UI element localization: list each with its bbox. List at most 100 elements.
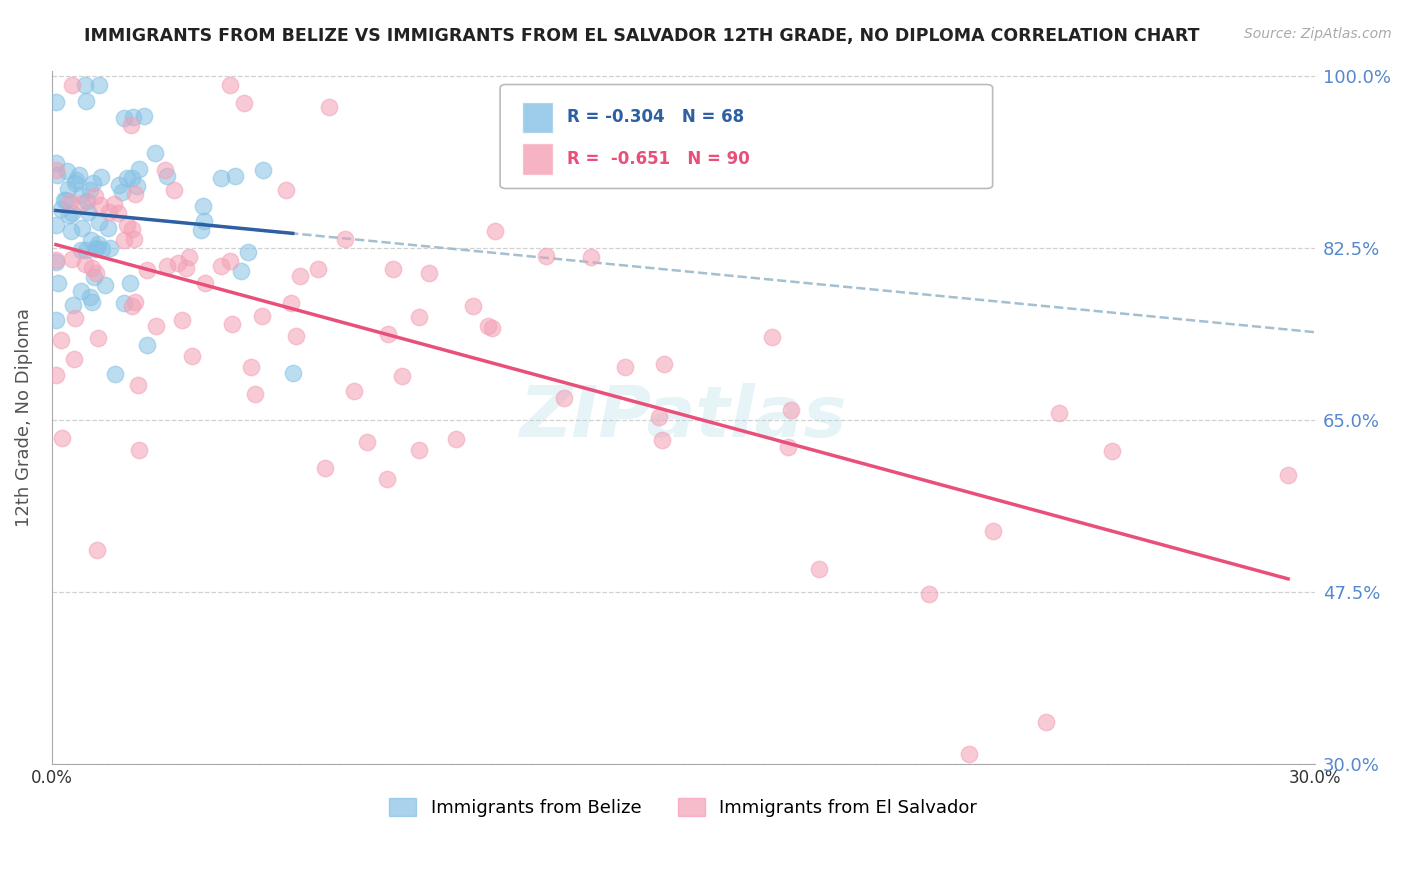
Immigrants from El Salvador	[124, 294, 146, 309]
Immigrants from Belize	[62, 298, 84, 312]
Immigrants from El Salvador	[127, 378, 149, 392]
Immigrants from El Salvador	[981, 524, 1004, 538]
Immigrants from El Salvador	[136, 262, 159, 277]
Immigrants from El Salvador	[128, 443, 150, 458]
Immigrants from El Salvador	[651, 433, 673, 447]
Immigrants from El Salvador	[45, 368, 67, 383]
Immigrants from El Salvador	[124, 232, 146, 246]
Immigrants from El Salvador	[145, 319, 167, 334]
Immigrants from Belize	[45, 255, 67, 269]
Immigrants from Belize	[156, 169, 179, 183]
Immigrants from El Salvador	[63, 351, 86, 366]
Immigrants from Belize	[90, 170, 112, 185]
Immigrants from Belize	[82, 176, 104, 190]
Immigrants from El Salvador	[918, 587, 941, 601]
FancyBboxPatch shape	[522, 102, 553, 133]
Immigrants from El Salvador	[84, 189, 107, 203]
Immigrants from Belize	[60, 223, 83, 237]
Immigrants from El Salvador	[356, 434, 378, 449]
Immigrants from Belize	[45, 95, 67, 109]
Immigrants from Belize	[84, 242, 107, 256]
Immigrants from Belize	[70, 220, 93, 235]
Immigrants from El Salvador	[1277, 467, 1299, 482]
Immigrants from Belize	[190, 223, 212, 237]
Immigrants from El Salvador	[209, 259, 232, 273]
Immigrants from El Salvador	[307, 261, 329, 276]
Immigrants from Belize	[238, 244, 260, 259]
Immigrants from El Salvador	[274, 183, 297, 197]
FancyBboxPatch shape	[522, 144, 553, 175]
Immigrants from Belize	[79, 233, 101, 247]
Legend: Immigrants from Belize, Immigrants from El Salvador: Immigrants from Belize, Immigrants from …	[382, 790, 984, 824]
Immigrants from El Salvador	[245, 387, 267, 401]
Immigrants from Belize	[252, 163, 274, 178]
Immigrants from Belize	[45, 312, 67, 326]
Immigrants from El Salvador	[218, 253, 240, 268]
Immigrants from El Salvador	[285, 328, 308, 343]
Immigrants from Belize	[69, 284, 91, 298]
Immigrants from Belize	[80, 294, 103, 309]
Immigrants from El Salvador	[103, 197, 125, 211]
Immigrants from El Salvador	[82, 260, 104, 275]
Immigrants from Belize	[87, 215, 110, 229]
Immigrants from Belize	[104, 367, 127, 381]
Immigrants from Belize	[143, 145, 166, 160]
Immigrants from Belize	[108, 178, 131, 192]
Immigrants from Belize	[193, 199, 215, 213]
Immigrants from El Salvador	[553, 391, 575, 405]
Immigrants from El Salvador	[179, 250, 201, 264]
Immigrants from El Salvador	[250, 309, 273, 323]
Immigrants from El Salvador	[97, 205, 120, 219]
Immigrants from Belize	[84, 241, 107, 255]
Immigrants from Belize	[58, 208, 80, 222]
Immigrants from Belize	[87, 78, 110, 93]
Immigrants from El Salvador	[377, 326, 399, 341]
Immigrants from El Salvador	[581, 250, 603, 264]
Text: IMMIGRANTS FROM BELIZE VS IMMIGRANTS FROM EL SALVADOR 12TH GRADE, NO DIPLOMA COR: IMMIGRANTS FROM BELIZE VS IMMIGRANTS FRO…	[84, 27, 1199, 45]
Immigrants from Belize	[63, 176, 86, 190]
Immigrants from El Salvador	[112, 233, 135, 247]
Immigrants from El Salvador	[72, 195, 94, 210]
Immigrants from El Salvador	[60, 78, 83, 93]
Immigrants from El Salvador	[807, 562, 830, 576]
Immigrants from El Salvador	[239, 359, 262, 374]
Immigrants from El Salvador	[1035, 714, 1057, 729]
Immigrants from Belize	[128, 161, 150, 176]
Immigrants from Belize	[229, 263, 252, 277]
Immigrants from El Salvador	[107, 206, 129, 220]
Immigrants from Belize	[56, 164, 79, 178]
Immigrants from El Salvador	[314, 461, 336, 475]
Immigrants from Belize	[46, 276, 69, 290]
Immigrants from Belize	[98, 241, 121, 255]
Text: ZIPatlas: ZIPatlas	[520, 383, 846, 451]
Immigrants from El Salvador	[776, 440, 799, 454]
Immigrants from Belize	[91, 242, 114, 256]
Immigrants from El Salvador	[45, 252, 67, 267]
Immigrants from Belize	[94, 277, 117, 292]
Text: R =  -0.651   N = 90: R = -0.651 N = 90	[567, 150, 749, 168]
Immigrants from El Salvador	[614, 359, 637, 374]
Immigrants from Belize	[112, 111, 135, 125]
Immigrants from El Salvador	[121, 299, 143, 313]
Immigrants from Belize	[45, 156, 67, 170]
Immigrants from Belize	[49, 202, 72, 217]
Immigrants from Belize	[110, 185, 132, 199]
Immigrants from Belize	[122, 110, 145, 124]
Immigrants from El Salvador	[221, 317, 243, 331]
Immigrants from El Salvador	[233, 95, 256, 110]
Immigrants from Belize	[209, 170, 232, 185]
Immigrants from El Salvador	[534, 249, 557, 263]
Immigrants from El Salvador	[647, 409, 669, 424]
Immigrants from El Salvador	[121, 222, 143, 236]
Immigrants from El Salvador	[86, 542, 108, 557]
Immigrants from Belize	[83, 269, 105, 284]
Immigrants from Belize	[58, 182, 80, 196]
Immigrants from Belize	[112, 295, 135, 310]
Y-axis label: 12th Grade, No Diploma: 12th Grade, No Diploma	[15, 308, 32, 527]
Immigrants from El Salvador	[120, 119, 142, 133]
Immigrants from El Salvador	[166, 255, 188, 269]
Immigrants from El Salvador	[194, 276, 217, 290]
Immigrants from Belize	[67, 168, 90, 182]
Immigrants from El Salvador	[652, 357, 675, 371]
Immigrants from Belize	[121, 170, 143, 185]
